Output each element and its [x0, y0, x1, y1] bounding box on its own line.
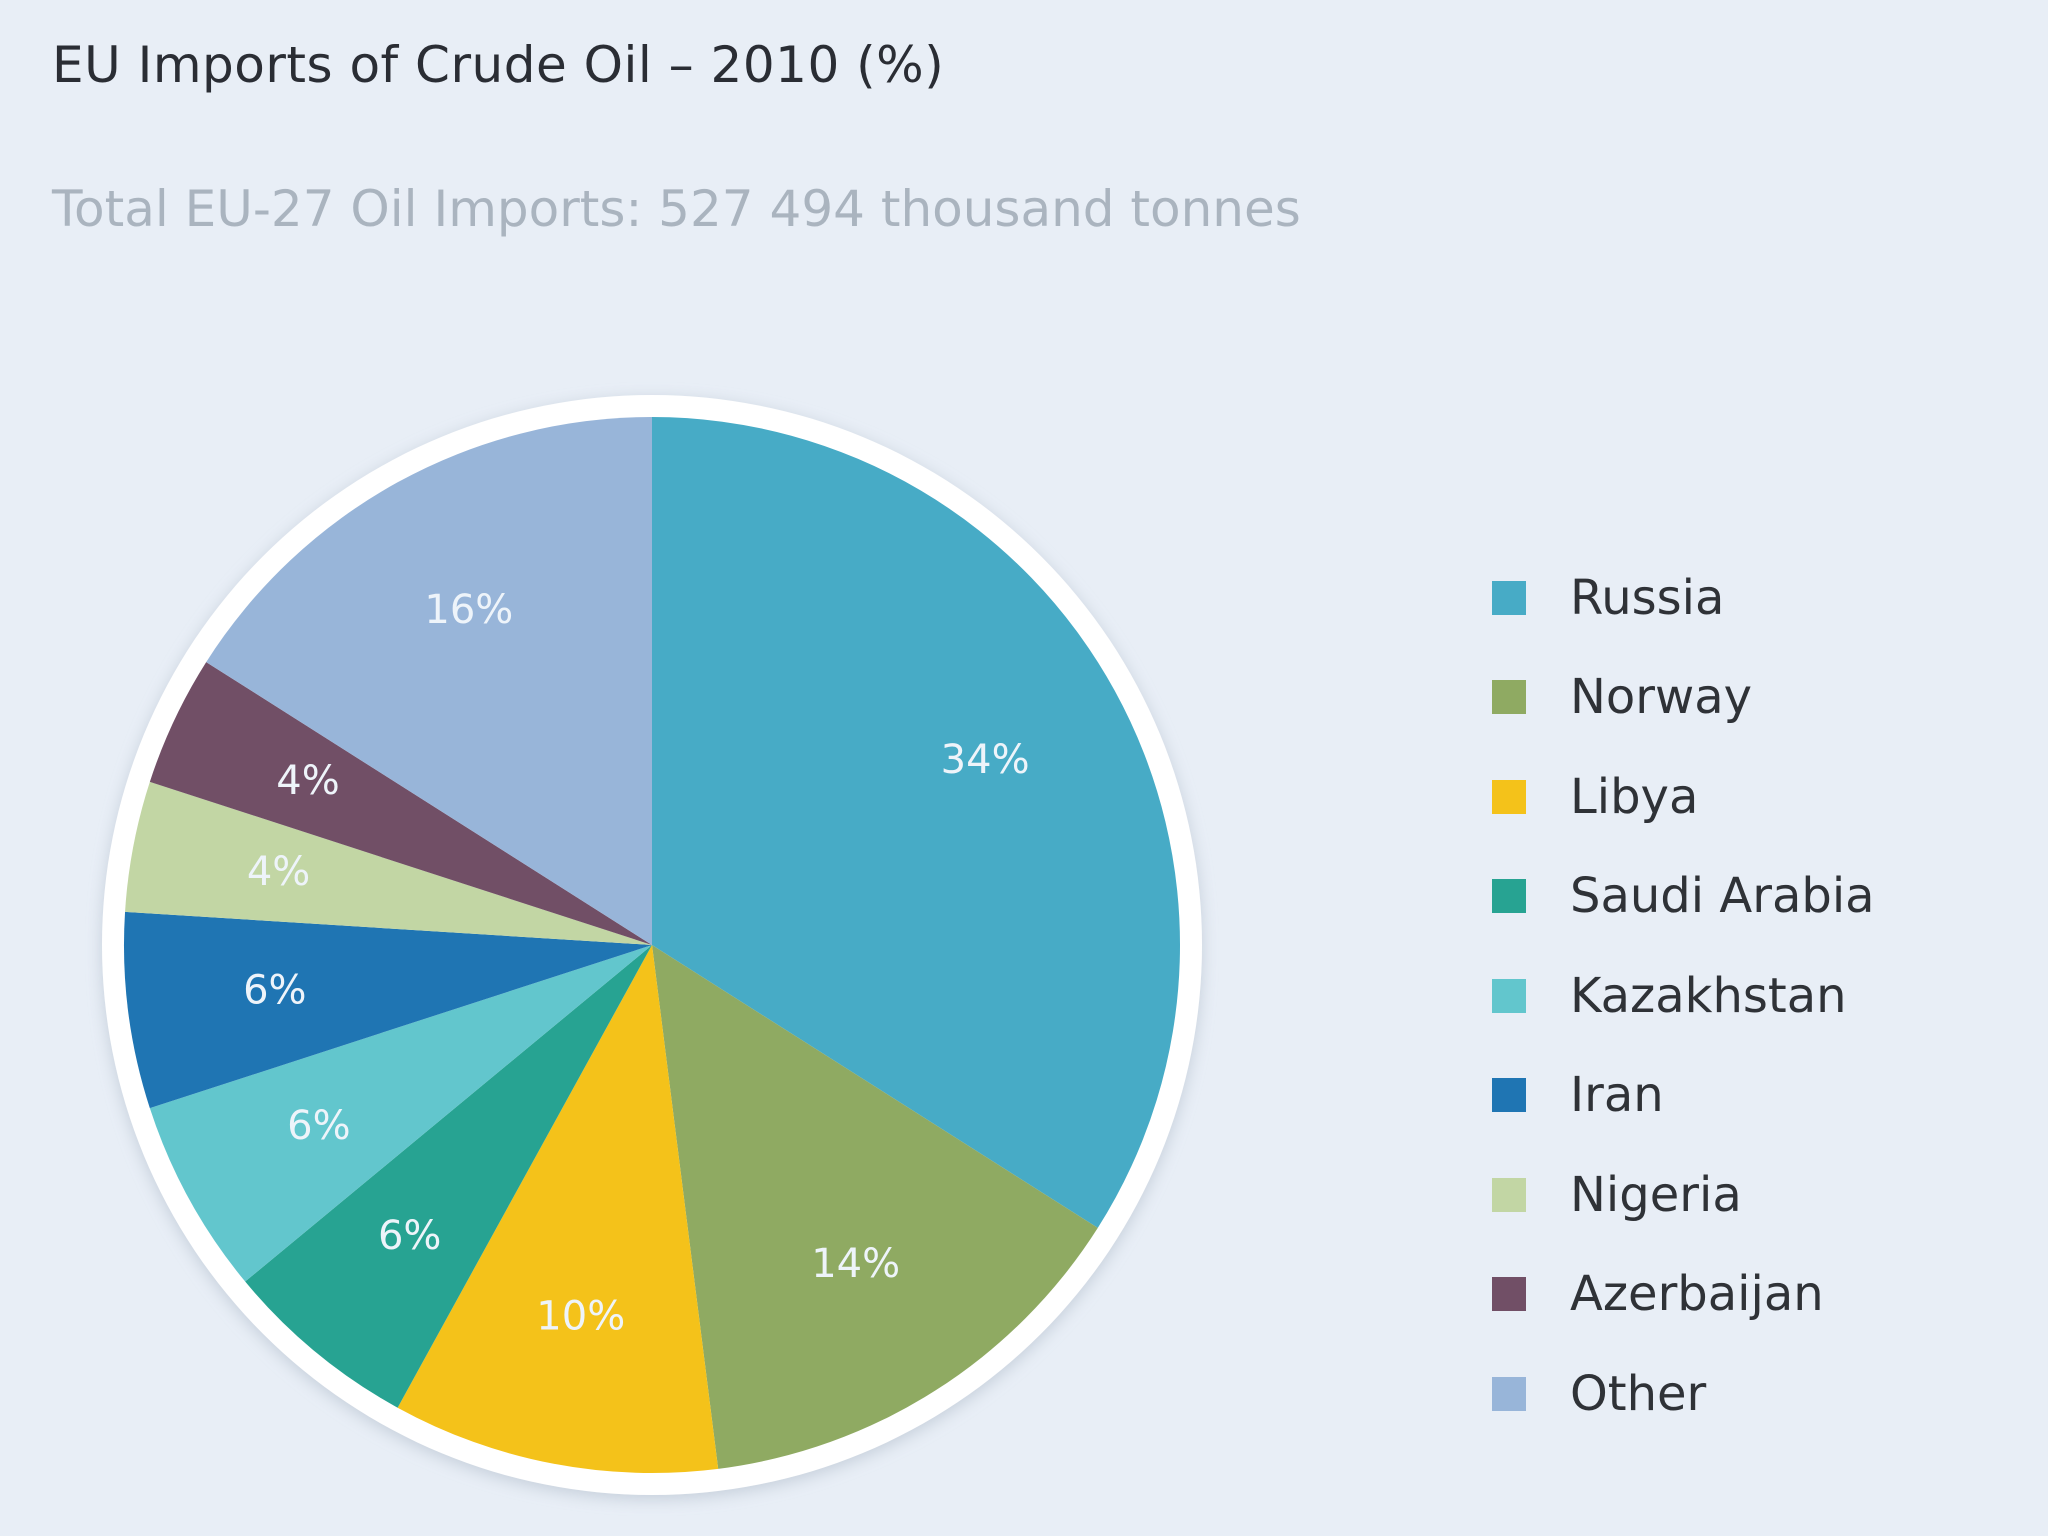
legend-swatch: [1492, 580, 1526, 615]
pie-labels: 34% 14% 10% 6% 6% 6% 4% 4% 16%: [243, 587, 1029, 1340]
legend-label: Norway: [1570, 669, 1753, 726]
pie-label-other: 16%: [424, 587, 513, 633]
legend-item-azerbaijan: Azerbaijan: [1492, 1245, 1875, 1345]
legend-label: Libya: [1570, 768, 1699, 825]
legend-swatch: [1492, 1177, 1526, 1212]
legend-label: Iran: [1570, 1067, 1664, 1124]
legend-item-libya: Libya: [1492, 747, 1875, 847]
legend-item-nigeria: Nigeria: [1492, 1145, 1875, 1245]
pie-slice-azerbaijan: [149, 662, 652, 945]
pie-label-nigeria: 4%: [247, 849, 310, 895]
pie-slice-libya: [397, 945, 719, 1473]
pie-label-azerbaijan: 4%: [276, 758, 339, 804]
pie-label-norway: 14%: [811, 1241, 900, 1287]
legend-label: Nigeria: [1570, 1166, 1742, 1223]
legend: Russia Norway Libya Saudi Arabia Kazakhstan I…: [1492, 548, 1875, 1444]
legend-item-kazakhstan: Kazakhstan: [1492, 946, 1875, 1046]
legend-item-other: Other: [1492, 1344, 1875, 1444]
legend-item-russia: Russia: [1492, 548, 1875, 648]
legend-item-iran: Iran: [1492, 1046, 1875, 1146]
legend-label: Russia: [1570, 569, 1725, 626]
legend-label: Saudi Arabia: [1570, 868, 1875, 925]
legend-swatch: [1492, 1078, 1526, 1113]
pie-label-kazakhstan: 6%: [287, 1103, 350, 1149]
legend-label: Other: [1570, 1365, 1707, 1422]
legend-swatch: [1492, 879, 1526, 914]
pie-label-saudi-arabia: 6%: [378, 1213, 441, 1259]
chart-title: EU Imports of Crude Oil – 2010 (%): [52, 36, 945, 94]
pie-slice-russia: [652, 417, 1180, 1228]
pie-slice-nigeria: [125, 781, 653, 945]
pie-label-russia: 34%: [941, 737, 1030, 783]
pie-label-libya: 10%: [536, 1293, 625, 1339]
legend-label: Azerbaijan: [1570, 1266, 1824, 1323]
pie-slice-other: [206, 417, 652, 945]
legend-item-saudi-arabia: Saudi Arabia: [1492, 847, 1875, 947]
pie-slices: [123, 417, 1180, 1473]
legend-item-norway: Norway: [1492, 648, 1875, 748]
legend-swatch: [1492, 978, 1526, 1013]
legend-swatch: [1492, 680, 1526, 715]
legend-swatch: [1492, 1376, 1526, 1411]
pie-slice-kazakhstan: [149, 945, 652, 1282]
pie-slice-iran: [123, 911, 652, 1109]
pie-label-iran: 6%: [243, 968, 306, 1014]
legend-swatch: [1492, 1277, 1526, 1312]
pie-slice-norway: [652, 945, 1098, 1469]
legend-swatch: [1492, 779, 1526, 814]
pie-slice-saudi-arabia: [245, 945, 652, 1408]
legend-label: Kazakhstan: [1570, 967, 1847, 1024]
chart-subtitle: Total EU-27 Oil Imports: 527 494 thousan…: [52, 180, 1301, 238]
